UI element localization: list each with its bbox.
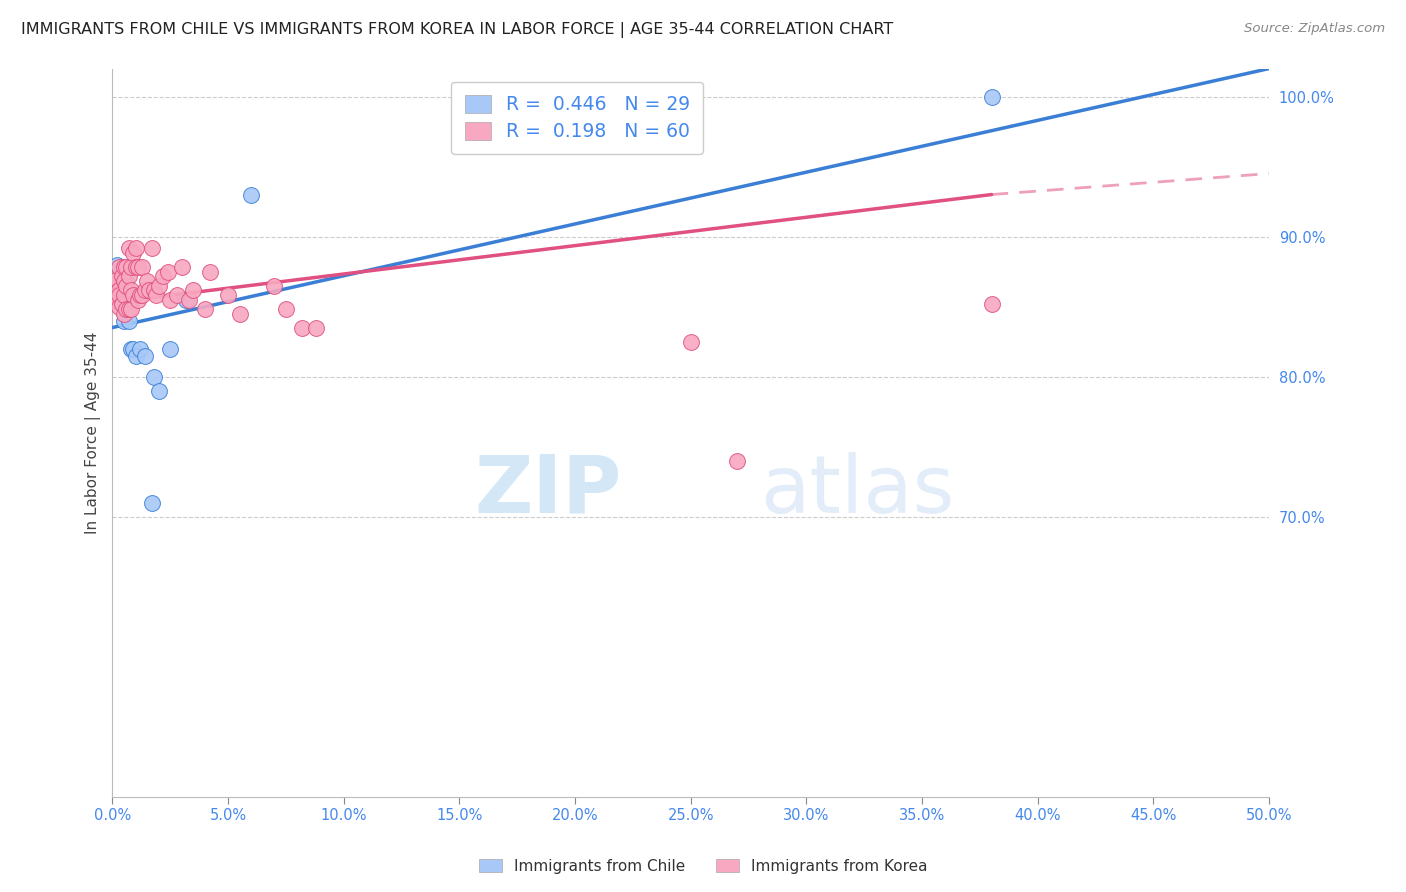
Point [156,264,179,278]
Point [148,278,170,293]
Point [148,384,170,398]
Point [980,297,1002,311]
Point [134,283,156,297]
Point [105,271,128,285]
Point [105,283,128,297]
Point [115,293,138,307]
Point [120,283,142,297]
Text: IMMIGRANTS FROM CHILE VS IMMIGRANTS FROM KOREA IN LABOR FORCE | AGE 35-44 CORREL: IMMIGRANTS FROM CHILE VS IMMIGRANTS FROM… [21,22,893,38]
Point [108,264,131,278]
Point [152,268,174,283]
Point [122,342,145,356]
Point [117,288,139,302]
Point [170,260,193,275]
Point [198,264,221,278]
Point [305,320,328,334]
Point [124,241,146,255]
Point [112,307,135,321]
Point [980,89,1002,103]
Point [104,293,127,307]
Point [115,274,138,288]
Legend: R =  0.446   N = 29, R =  0.198   N = 60: R = 0.446 N = 29, R = 0.198 N = 60 [451,81,703,154]
Point [120,302,142,317]
Point [131,288,153,302]
Point [127,260,149,275]
Point [143,369,166,384]
Point [122,288,145,302]
Point [177,293,200,307]
Point [136,274,159,288]
Point [145,288,167,302]
Point [117,241,139,255]
Point [117,313,139,327]
Point [104,264,127,278]
Point [115,302,138,317]
Point [104,288,127,302]
Point [120,285,142,300]
Point [120,342,142,356]
Point [131,260,153,275]
Point [217,288,239,302]
Point [228,307,250,321]
Point [115,260,138,275]
Point [112,288,135,302]
Point [105,288,128,302]
Point [120,260,142,275]
Point [129,342,152,356]
Point [111,271,134,285]
Point [124,260,146,275]
Point [117,268,139,283]
Point [141,495,163,509]
Point [134,349,156,363]
Point [108,300,131,314]
Point [112,313,135,327]
Point [141,241,163,255]
Point [111,297,134,311]
Point [183,283,205,297]
Point [108,260,131,275]
Point [112,288,135,302]
Text: Source: ZipAtlas.com: Source: ZipAtlas.com [1244,22,1385,36]
Point [117,302,139,317]
Point [108,278,131,293]
Point [129,288,152,302]
Point [138,283,160,297]
Point [108,288,131,302]
Point [274,302,297,317]
Point [159,342,181,356]
Point [194,302,217,317]
Point [105,285,128,300]
Point [105,293,128,307]
Point [725,453,748,467]
Text: atlas: atlas [761,452,955,530]
Point [104,283,127,297]
Point [104,283,127,297]
Point [108,283,131,297]
Point [105,258,128,272]
Point [115,278,138,293]
Point [112,274,135,288]
Point [122,246,145,260]
Point [104,274,127,288]
Point [111,268,134,283]
Point [143,283,166,297]
Point [679,334,702,349]
Point [124,349,146,363]
Y-axis label: In Labor Force | Age 35-44: In Labor Force | Age 35-44 [86,332,101,533]
Point [166,288,188,302]
Text: ZIP: ZIP [474,452,621,530]
Point [176,293,198,307]
Point [112,260,135,275]
Point [105,271,128,285]
Legend: Immigrants from Chile, Immigrants from Korea: Immigrants from Chile, Immigrants from K… [472,853,934,880]
Point [111,293,134,307]
Point [159,293,181,307]
Point [263,278,285,293]
Point [291,320,314,334]
Point [127,293,149,307]
Point [240,187,263,202]
